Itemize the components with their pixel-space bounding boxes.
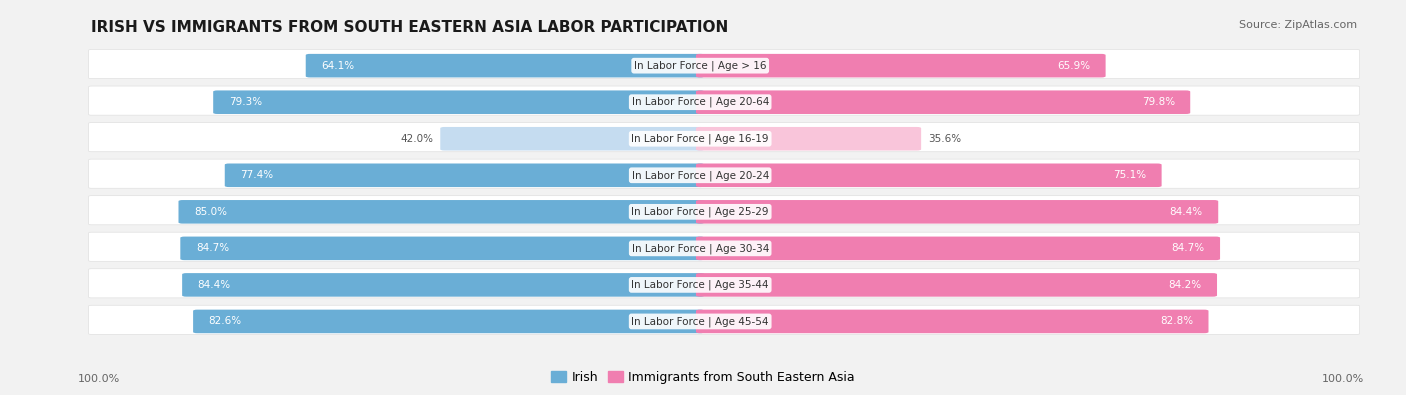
Text: 100.0%: 100.0%	[77, 374, 120, 384]
Text: 42.0%: 42.0%	[401, 134, 433, 144]
FancyBboxPatch shape	[696, 90, 1191, 114]
Text: 84.2%: 84.2%	[1168, 280, 1202, 290]
FancyBboxPatch shape	[696, 273, 1218, 297]
FancyBboxPatch shape	[193, 310, 704, 333]
Text: 84.4%: 84.4%	[1170, 207, 1202, 217]
Text: In Labor Force | Age 30-34: In Labor Force | Age 30-34	[631, 243, 769, 254]
Text: In Labor Force | Age 35-44: In Labor Force | Age 35-44	[631, 280, 769, 290]
FancyBboxPatch shape	[305, 54, 704, 77]
Text: 64.1%: 64.1%	[321, 61, 354, 71]
Legend: Irish, Immigrants from South Eastern Asia: Irish, Immigrants from South Eastern Asi…	[547, 366, 859, 389]
Text: 79.8%: 79.8%	[1142, 97, 1175, 107]
FancyBboxPatch shape	[214, 90, 704, 114]
FancyBboxPatch shape	[89, 196, 1360, 225]
FancyBboxPatch shape	[89, 122, 1360, 152]
Text: In Labor Force | Age 20-24: In Labor Force | Age 20-24	[631, 170, 769, 181]
Text: 82.8%: 82.8%	[1160, 316, 1194, 326]
FancyBboxPatch shape	[89, 159, 1360, 188]
FancyBboxPatch shape	[179, 200, 704, 224]
FancyBboxPatch shape	[89, 49, 1360, 79]
Text: IRISH VS IMMIGRANTS FROM SOUTH EASTERN ASIA LABOR PARTICIPATION: IRISH VS IMMIGRANTS FROM SOUTH EASTERN A…	[91, 20, 728, 35]
Text: In Labor Force | Age 45-54: In Labor Force | Age 45-54	[631, 316, 769, 327]
FancyBboxPatch shape	[89, 305, 1360, 335]
FancyBboxPatch shape	[183, 273, 704, 297]
FancyBboxPatch shape	[696, 127, 921, 150]
Text: 75.1%: 75.1%	[1114, 170, 1146, 180]
Text: 100.0%: 100.0%	[1322, 374, 1364, 384]
Text: 84.4%: 84.4%	[198, 280, 231, 290]
FancyBboxPatch shape	[225, 164, 704, 187]
Text: In Labor Force | Age 16-19: In Labor Force | Age 16-19	[631, 134, 769, 144]
FancyBboxPatch shape	[440, 127, 704, 150]
Text: 65.9%: 65.9%	[1057, 61, 1090, 71]
FancyBboxPatch shape	[696, 54, 1105, 77]
Text: 85.0%: 85.0%	[194, 207, 226, 217]
Text: 79.3%: 79.3%	[229, 97, 262, 107]
FancyBboxPatch shape	[89, 269, 1360, 298]
FancyBboxPatch shape	[89, 86, 1360, 115]
Text: 84.7%: 84.7%	[195, 243, 229, 253]
Text: 84.7%: 84.7%	[1171, 243, 1205, 253]
Text: In Labor Force | Age 25-29: In Labor Force | Age 25-29	[631, 207, 769, 217]
Text: In Labor Force | Age 20-64: In Labor Force | Age 20-64	[631, 97, 769, 107]
Text: Source: ZipAtlas.com: Source: ZipAtlas.com	[1239, 20, 1357, 30]
FancyBboxPatch shape	[696, 310, 1209, 333]
Text: 82.6%: 82.6%	[208, 316, 242, 326]
Text: 35.6%: 35.6%	[928, 134, 962, 144]
FancyBboxPatch shape	[696, 164, 1161, 187]
FancyBboxPatch shape	[696, 200, 1218, 224]
Text: In Labor Force | Age > 16: In Labor Force | Age > 16	[634, 60, 766, 71]
FancyBboxPatch shape	[696, 237, 1220, 260]
Text: 77.4%: 77.4%	[240, 170, 273, 180]
FancyBboxPatch shape	[89, 232, 1360, 261]
FancyBboxPatch shape	[180, 237, 704, 260]
